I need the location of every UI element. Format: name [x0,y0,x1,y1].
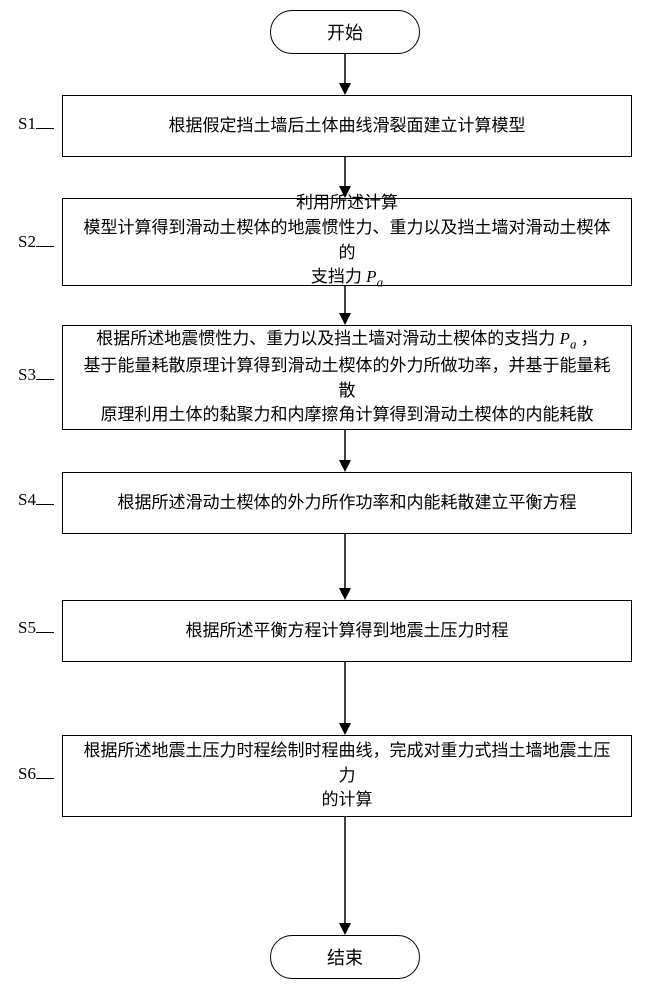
step-s5: 根据所述平衡方程计算得到地震土压力时程 [62,600,632,662]
step-s4: 根据所述滑动土楔体的外力所作功率和内能耗散建立平衡方程 [62,472,632,534]
terminal-start: 开始 [270,10,420,54]
terminal-end-text: 结束 [327,944,363,970]
label-s6: S6 [18,764,36,784]
step-s6-text: 根据所述地震土压力时程绘制时程曲线，完成对重力式挡土墙地震土压力的计算 [79,739,615,813]
tick-s3 [36,379,54,380]
terminal-start-text: 开始 [327,19,363,45]
step-s1: 根据假定挡土墙后土体曲线滑裂面建立计算模型 [62,95,632,157]
tick-s2 [36,246,54,247]
tick-s5 [36,632,54,633]
step-s6: 根据所述地震土压力时程绘制时程曲线，完成对重力式挡土墙地震土压力的计算 [62,735,632,817]
step-s3-text: 根据所述地震惯性力、重力以及挡土墙对滑动土楔体的支挡力 Pa ，基于能量耗散原理… [79,327,615,428]
tick-s6 [36,778,54,779]
step-s2: 利用所述计算模型计算得到滑动土楔体的地震惯性力、重力以及挡土墙对滑动土楔体的支挡… [62,198,632,286]
label-s2: S2 [18,232,36,252]
label-s5: S5 [18,618,36,638]
step-s4-text: 根据所述滑动土楔体的外力所作功率和内能耗散建立平衡方程 [79,491,615,516]
tick-s1 [36,128,54,129]
step-s5-text: 根据所述平衡方程计算得到地震土压力时程 [79,619,615,644]
label-s3: S3 [18,365,36,385]
flowchart-canvas: 开始 结束 根据假定挡土墙后土体曲线滑裂面建立计算模型 S1 利用所述计算模型计… [0,0,668,1000]
label-s1: S1 [18,114,36,134]
tick-s4 [36,504,54,505]
step-s3: 根据所述地震惯性力、重力以及挡土墙对滑动土楔体的支挡力 Pa ，基于能量耗散原理… [62,325,632,430]
step-s2-text: 利用所述计算模型计算得到滑动土楔体的地震惯性力、重力以及挡土墙对滑动土楔体的支挡… [79,191,615,292]
label-s4: S4 [18,490,36,510]
step-s1-text: 根据假定挡土墙后土体曲线滑裂面建立计算模型 [79,114,615,139]
terminal-end: 结束 [270,935,420,979]
